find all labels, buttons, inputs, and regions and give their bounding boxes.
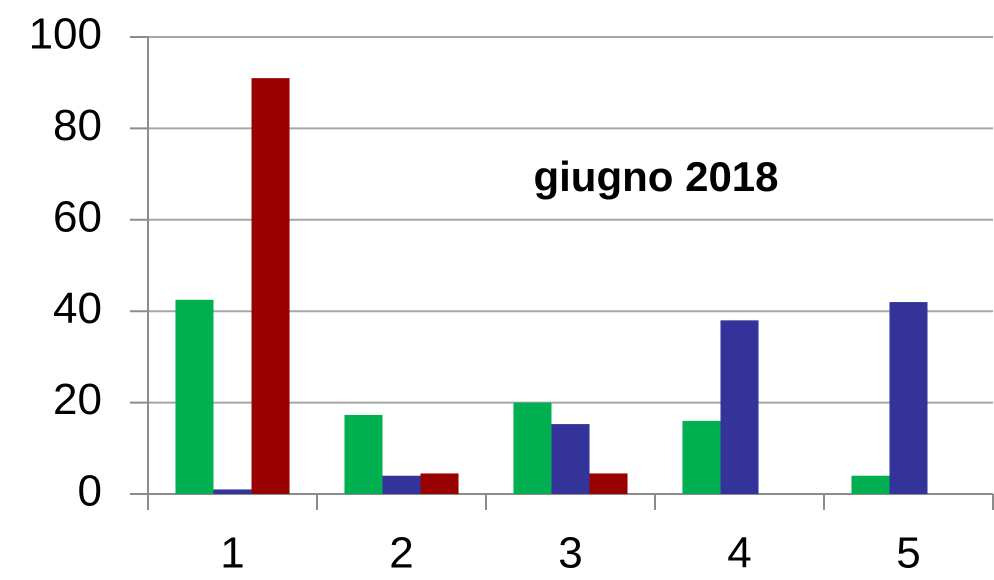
bar	[851, 475, 890, 494]
x-tick-label: 3	[558, 529, 582, 578]
bar	[513, 402, 552, 494]
bar	[551, 424, 590, 494]
y-tick-label: 0	[78, 467, 102, 516]
y-tick-label: 100	[29, 10, 102, 59]
bar	[382, 475, 421, 494]
bar	[420, 473, 459, 494]
bar	[889, 302, 928, 494]
chart-title: giugno 2018	[533, 153, 778, 200]
y-tick-label: 40	[53, 284, 102, 333]
bar	[589, 473, 628, 494]
x-tick-label: 5	[896, 529, 920, 578]
bar	[344, 414, 383, 494]
bar	[682, 420, 721, 494]
bar	[175, 299, 214, 494]
y-tick-label: 60	[53, 192, 102, 241]
y-tick-label: 20	[53, 375, 102, 424]
x-tick-label: 4	[727, 529, 751, 578]
x-tick-label: 2	[389, 529, 413, 578]
y-tick-label: 80	[53, 101, 102, 150]
bar	[720, 320, 759, 494]
bar	[213, 489, 252, 494]
x-tick-label: 1	[220, 529, 244, 578]
bar	[251, 78, 290, 494]
